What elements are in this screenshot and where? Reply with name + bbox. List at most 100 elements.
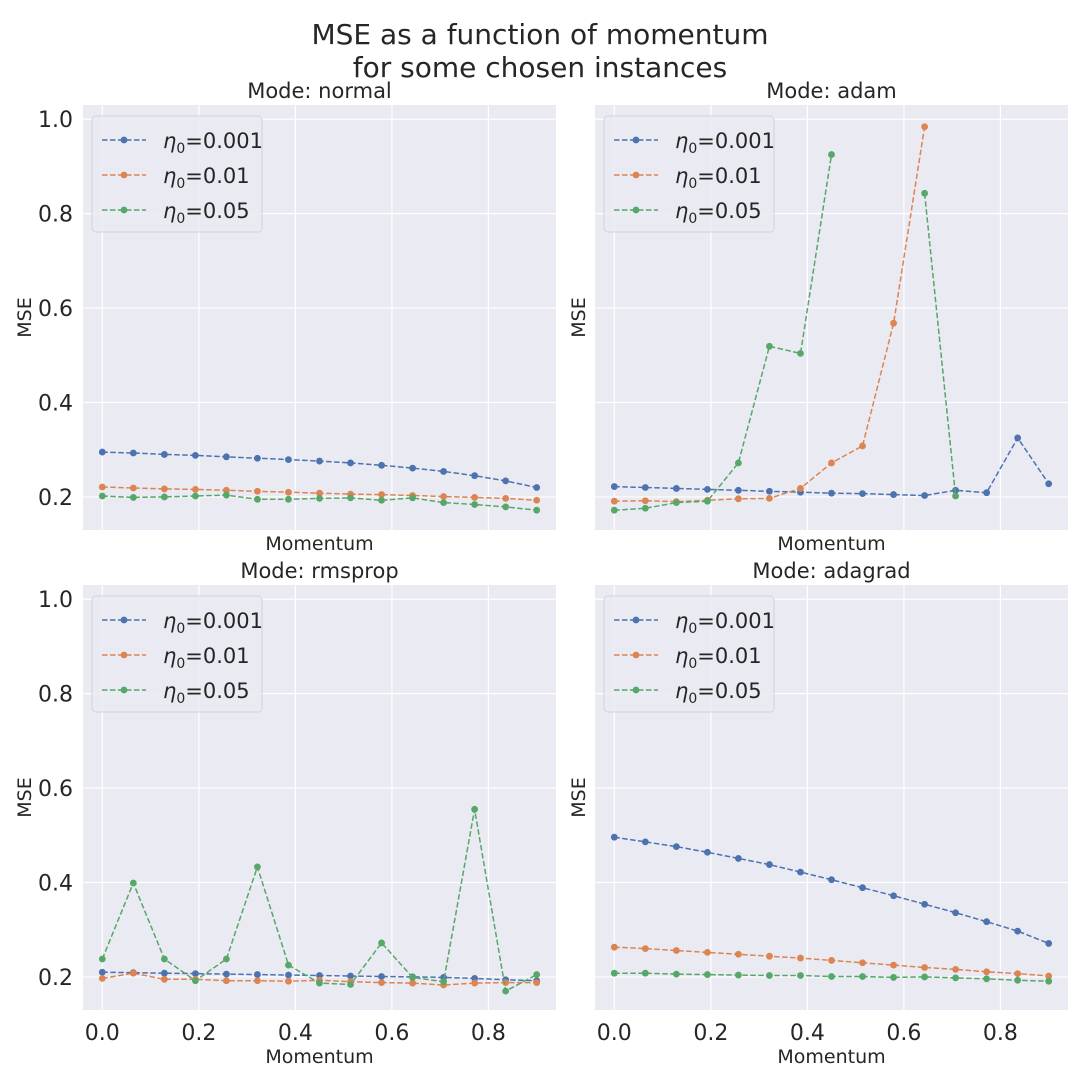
- data-point: [734, 459, 742, 467]
- data-point: [347, 494, 354, 502]
- data-point: [192, 451, 199, 459]
- data-point: [952, 965, 959, 973]
- subplot-adagrad: 0.0 0.2 0.4 0.6 0.8 Mode: adagrad Momentum MSE η…: [568, 559, 1068, 1068]
- data-point: [502, 494, 510, 502]
- data-point: [704, 485, 711, 493]
- data-point: [129, 484, 137, 492]
- subplot-rmsprop: 0.0 0.2 0.4 0.6 0.8 0.2 0.4 0.6 0.8 1.0 Mode: rmsp…: [14, 559, 556, 1068]
- data-point: [859, 490, 866, 498]
- data-point: [316, 494, 323, 502]
- data-point: [533, 971, 541, 978]
- data-point: [440, 499, 447, 507]
- data-point: [254, 977, 261, 985]
- data-point: [1045, 972, 1053, 980]
- legend-entry: η0=0.001: [614, 609, 775, 637]
- series-eta0-0-01: [98, 483, 541, 504]
- data-point: [704, 948, 711, 956]
- data-point: [641, 945, 649, 953]
- legend-entry: η0=0.001: [102, 609, 263, 637]
- x-axis-label: Momentum: [265, 1046, 373, 1068]
- legend-label: η0=0.001: [675, 609, 775, 637]
- x-tick-label: 0.4: [278, 1021, 313, 1046]
- data-point: [828, 876, 835, 884]
- data-point: [641, 484, 649, 491]
- data-point: [471, 805, 479, 813]
- data-point: [98, 483, 106, 491]
- data-point: [160, 485, 168, 493]
- series-line: [614, 154, 957, 511]
- data-point: [921, 964, 929, 971]
- x-tick-label: 0.2: [693, 1021, 728, 1046]
- legend-label: η0=0.05: [675, 199, 762, 227]
- data-point: [672, 970, 680, 978]
- data-point: [610, 969, 618, 977]
- data-point: [285, 456, 292, 464]
- data-point: [222, 491, 230, 499]
- data-point: [471, 472, 479, 480]
- data-point: [471, 494, 479, 501]
- data-point: [160, 451, 168, 458]
- data-point: [254, 971, 261, 978]
- data-point: [828, 973, 835, 980]
- data-point: [502, 477, 510, 485]
- data-point: [285, 971, 292, 979]
- data-point: [440, 493, 447, 500]
- data-point: [129, 879, 137, 887]
- data-point: [98, 968, 106, 976]
- data-point: [641, 838, 649, 846]
- y-tick-label: 1.0: [38, 108, 73, 133]
- data-point: [797, 868, 804, 876]
- data-point: [828, 489, 835, 497]
- data-point: [859, 884, 866, 892]
- series-eta0-0-05: [610, 151, 959, 514]
- data-point: [378, 491, 385, 498]
- data-point: [672, 499, 680, 507]
- subplot-normal: 0.2 0.4 0.6 0.8 1.0 Mode: normal Momentum MSE η0…: [14, 79, 556, 555]
- subplot-title: Mode: normal: [247, 79, 392, 103]
- data-point: [704, 497, 711, 505]
- legend-frame: [603, 595, 775, 713]
- data-point: [734, 855, 742, 862]
- series-eta0-0-001: [610, 833, 1053, 947]
- data-point: [533, 506, 541, 514]
- x-axis-label: Momentum: [777, 533, 885, 555]
- data-point: [98, 492, 106, 500]
- data-point: [285, 495, 292, 503]
- data-point: [347, 981, 354, 988]
- y-tick-label: 1.0: [38, 588, 73, 613]
- legend-marker-swatch: [632, 136, 640, 144]
- legend: η0=0.001 η0=0.01 η0=0.05: [91, 115, 263, 233]
- data-point: [1045, 940, 1053, 947]
- series-eta0-0-001: [610, 434, 1053, 499]
- data-point: [890, 892, 897, 900]
- data-point: [254, 863, 261, 871]
- data-point: [704, 971, 711, 978]
- x-axis-label: Momentum: [265, 533, 373, 555]
- legend: η0=0.001 η0=0.01 η0=0.05: [91, 595, 263, 713]
- data-point: [766, 861, 773, 868]
- subplot-title: Mode: adam: [766, 79, 897, 103]
- legend-label: η0=0.001: [163, 609, 263, 637]
- y-axis-label: MSE: [568, 297, 590, 337]
- data-point: [983, 968, 991, 976]
- y-tick-label: 0.2: [38, 966, 73, 991]
- data-point: [409, 494, 417, 502]
- data-point: [160, 975, 168, 983]
- data-point: [610, 833, 618, 841]
- legend-marker-swatch: [120, 616, 128, 624]
- data-point: [734, 495, 742, 503]
- data-point: [409, 974, 417, 981]
- data-point: [766, 342, 773, 350]
- data-point: [766, 972, 773, 979]
- data-point: [129, 449, 137, 457]
- series-eta0-0-05: [98, 491, 541, 514]
- data-point: [192, 970, 199, 978]
- data-point: [98, 974, 106, 982]
- data-point: [610, 497, 618, 505]
- data-point: [766, 952, 773, 960]
- data-point: [1014, 927, 1022, 935]
- data-point: [1045, 480, 1053, 488]
- x-tick-label: 0.8: [983, 1021, 1018, 1046]
- figure-title-line-1: MSE as a function of momentum: [311, 18, 768, 51]
- legend-label: η0=0.01: [163, 164, 250, 192]
